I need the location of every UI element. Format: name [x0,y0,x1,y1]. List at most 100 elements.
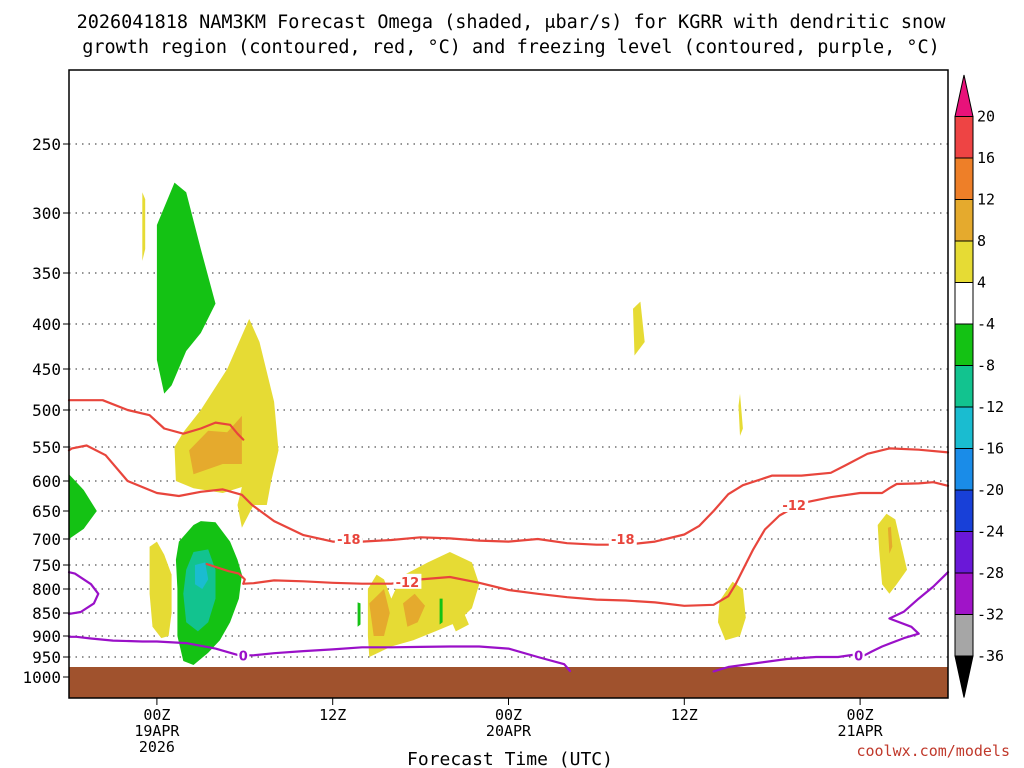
contour-dgz-minus12 [242,481,950,607]
colorbar-label: 12 [977,191,995,209]
y-tick-label: 950 [32,648,61,667]
omega-region-8 [403,593,425,627]
contour-freezing-level [67,635,572,673]
colorbar-swatch [954,614,974,657]
x-tick-label: 20APR [486,722,532,740]
x-tick-label: 00Z [847,706,874,724]
x-tick-label: 12Z [671,706,698,724]
colorbar-label: -20 [977,481,1004,499]
colorbar-swatch [954,655,974,698]
contour-label: -12 [782,499,806,514]
colorbar-label: -4 [977,315,995,333]
y-tick-label: 700 [32,530,61,549]
omega-region-minus8 [357,602,361,627]
y-tick-label: 750 [32,556,61,575]
contour-label: -18 [337,533,361,548]
contour-label-bg [780,497,809,512]
y-tick-label: 650 [32,502,61,521]
colorbar-label: 16 [977,149,995,167]
ground-terrain [69,667,948,698]
y-axis: 250 300 350 400 450 500 550 600 650 700 750 800 850 9… [22,135,69,687]
contour-label: -12 [396,576,420,591]
chart-title-line-2: growth region (contoured, red, °C) and f… [82,37,940,58]
colorbar-label: -24 [977,523,1004,541]
y-tick-label: 1000 [22,668,61,687]
y-tick-label: 850 [32,604,61,623]
colorbar-swatch [954,116,974,159]
colorbar-label: -8 [977,357,995,375]
omega-region-4 [142,192,146,261]
colorbar-swatch [954,489,974,532]
x-tick-label: 21APR [838,722,884,740]
contour-dgz-minus18 [67,444,950,546]
x-tick-label: 00Z [143,706,170,724]
omega-region-8 [887,526,893,554]
contour-label-bg [334,531,363,546]
omega-region-4 [877,513,907,594]
contour-label: -18 [611,533,635,548]
omega-region-8 [369,589,390,636]
colorbar-swatch [954,531,974,574]
colorbar-swatch [954,282,974,325]
colorbar-swatch [954,199,974,242]
contour-lines [67,399,950,673]
contour-label: 0 [854,649,863,664]
contour-label-bg [852,647,865,663]
colorbar-swatch [954,448,974,491]
contour-freezing-level [712,571,950,673]
y-tick-label: 600 [32,472,61,491]
credit-text: coolwx.com/models [856,742,1010,760]
y-tick-label: 350 [32,264,61,283]
omega-region-4 [738,393,743,436]
colorbar-swatch [954,365,974,408]
contour-dgz-minus18 [67,399,245,441]
colorbar-swatch [954,240,974,283]
omega-region-minus16 [195,562,209,589]
colorbar-label: -28 [977,564,1004,582]
colorbar-swatch [954,157,974,200]
x-tick-label: 19APR [134,722,180,740]
omega-region-minus8 [69,474,97,539]
y-tick-label: 500 [32,401,61,420]
contour-label-bg [237,647,250,663]
omega-region-4 [718,581,746,641]
omega-region-8 [189,415,242,475]
colorbar-label: -16 [977,440,1004,458]
colorbar-swatch [954,406,974,449]
omega-region-minus12 [183,549,216,632]
contour-label-bg [608,531,637,546]
y-tick-label: 450 [32,360,61,379]
colorbar-swatch [954,572,974,615]
colorbar-swatch [954,74,974,117]
colorbar-label: -36 [977,647,1004,665]
colorbar-label: -12 [977,398,1004,416]
colorbar-label: -32 [977,606,1004,624]
plot-area: -18 -18 -12 -12 0 0 [67,69,950,699]
colorbar-label: 20 [977,108,995,126]
contour-label: 0 [239,649,248,664]
y-tick-label: 900 [32,627,61,646]
y-tick-label: 300 [32,204,61,223]
x-tick-label: 00Z [495,706,522,724]
x-axis-label: Forecast Time (UTC) [407,749,613,768]
omega-region-4 [149,541,172,639]
colorbar-label: 8 [977,232,986,250]
contour-freezing-level [67,571,100,616]
x-tick-label: 12Z [319,706,346,724]
omega-region-minus8 [156,182,216,394]
contour-label-bg [393,573,422,589]
colorbar: 20 16 12 8 4 -4 -8 -12 -16 -20 -24 -28 -32 -36 [954,74,1004,698]
contour-dgz-minus12 [205,562,246,585]
chart-title-line-1: 2026041818 NAM3KM Forecast Omega (shaded… [77,12,947,33]
x-tick-label: 2026 [139,738,175,756]
colorbar-label: 4 [977,274,986,292]
omega-region-4 [449,614,469,632]
colorbar-swatch [954,323,974,366]
contour-labels: -18 -18 -12 -12 0 0 [237,497,865,664]
omega-region-minus8 [439,598,443,625]
y-tick-label: 800 [32,580,61,599]
y-tick-label: 400 [32,315,61,334]
y-tick-label: 250 [32,135,61,154]
